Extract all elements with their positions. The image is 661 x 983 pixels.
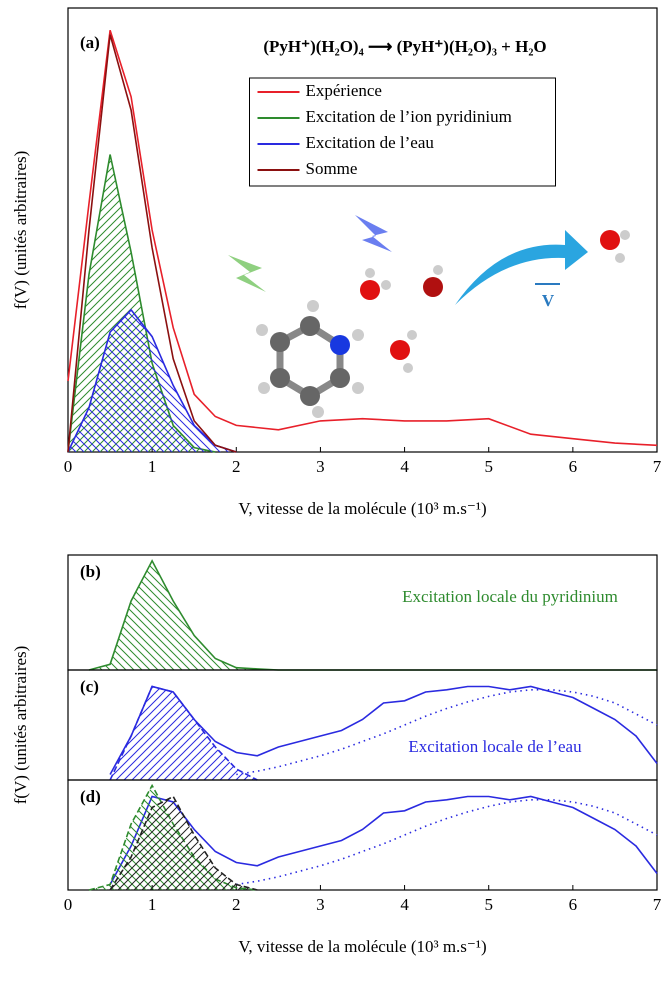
series-line [109,685,258,781]
x-tick-label: 7 [653,895,661,914]
hatched-area [68,309,237,452]
legend-box [249,77,556,187]
panel-label: (a) [80,33,100,52]
ring [276,322,344,400]
series-line [236,689,658,776]
x-tick-label: 7 [653,457,661,476]
x-tick-label: 4 [400,457,409,476]
hydrogens [256,300,364,418]
hatched-area [110,796,258,890]
y-axis-label: f(V) (unités arbitraires) [11,151,30,310]
plot-frame [67,7,658,453]
x-tick-label: 1 [148,895,157,914]
legend-label: Excitation de l’eau [306,133,435,152]
panel-label: (c) [80,677,99,696]
x-axis-label: V, vitesse de la molécule (10³ m.s⁻¹) [238,499,486,518]
annotation: Excitation locale du pyridinium [402,587,618,606]
lightning [355,215,392,252]
x-tick-label: 5 [484,895,493,914]
x-tick-label: 5 [484,457,493,476]
arrow [455,230,588,305]
series-line [67,308,237,453]
series-line [67,29,658,447]
y-axis-label: f(V) (unités arbitraires) [11,646,30,805]
hatched-area [89,560,657,670]
x-tick-label: 2 [232,895,241,914]
x-tick-label: 3 [316,895,325,914]
x-tick-label: 4 [400,895,409,914]
hatched-area [110,686,258,780]
legend-label: Expérience [306,81,382,100]
series-line [109,795,658,885]
arrow-label: V [542,291,555,310]
atoms [270,316,350,406]
x-axis-label: V, vitesse de la molécule (10³ m.s⁻¹) [238,937,486,956]
x-tick-label: 2 [232,457,241,476]
x-tick-label: 0 [64,895,73,914]
x-tick-label: 1 [148,457,157,476]
x-tick-label: 0 [64,457,73,476]
panel-label: (d) [80,787,101,806]
series-line [109,795,258,891]
panel-label: (b) [80,562,101,581]
x-tick-label: 6 [569,895,578,914]
x-tick-label: 3 [316,457,325,476]
legend-label: Excitation de l’ion pyridinium [306,107,512,126]
lightning [228,255,266,292]
legend-label: Somme [306,159,358,178]
chart-title: (PyH⁺)(H₂O)₄ ⟶ (PyH⁺)(H₂O)₃ + H₂O [263,37,546,56]
series-line [236,799,658,886]
illustration [228,215,630,418]
x-tick-label: 6 [569,457,578,476]
nitrogen [330,335,350,355]
annotation: Excitation locale de l’eau [408,737,582,756]
series-line [109,685,658,775]
water [360,230,630,373]
series-line [67,34,237,453]
